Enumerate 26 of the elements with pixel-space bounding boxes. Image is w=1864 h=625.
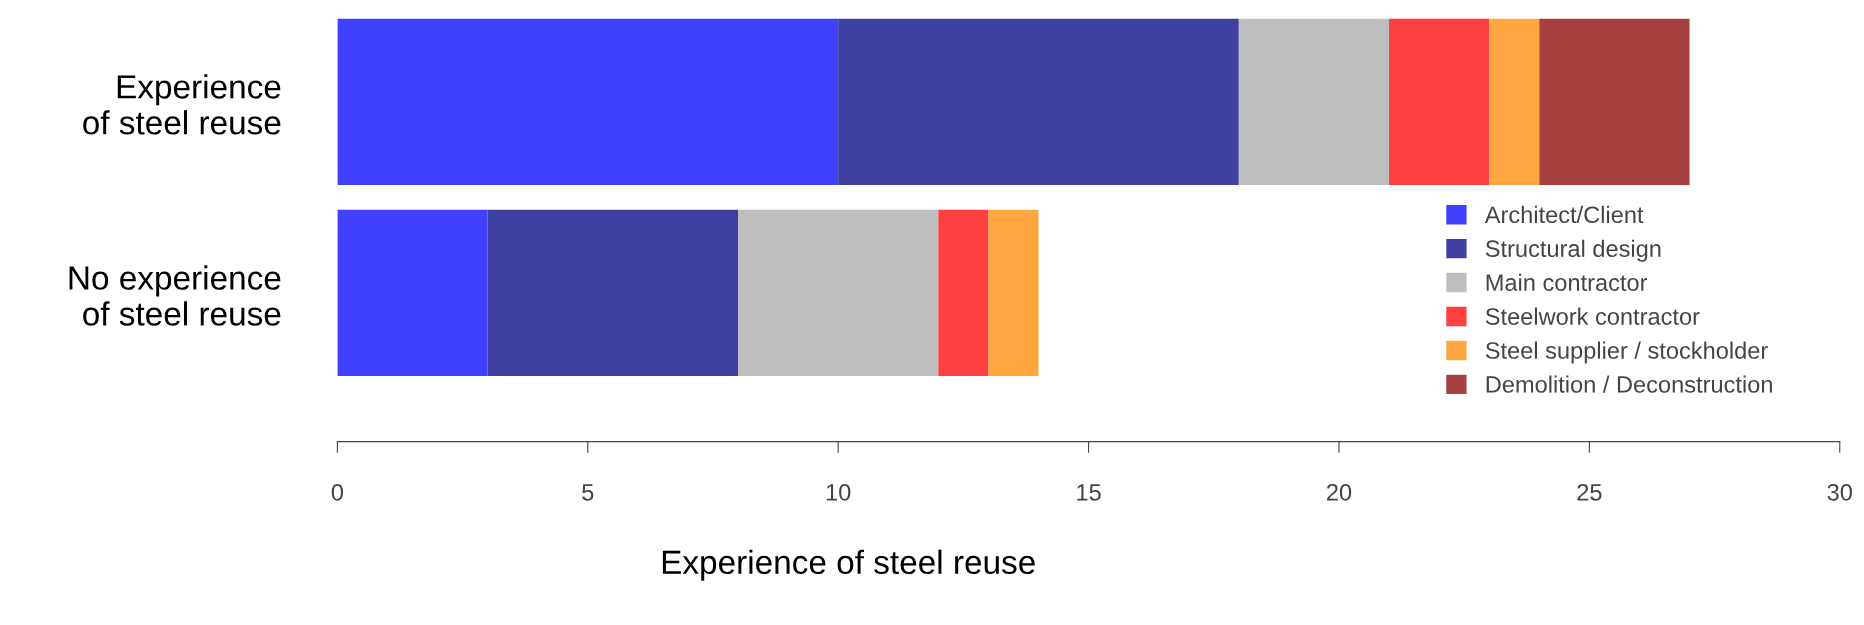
x-tick-label: 20 xyxy=(1327,483,1352,501)
legend-label: Steel supplier / stockholder xyxy=(1485,341,1768,364)
bar xyxy=(1539,18,1690,185)
x-tick-label: 0 xyxy=(331,483,344,501)
bar xyxy=(738,209,939,377)
bar xyxy=(1389,18,1490,185)
legend-label: Architect/Client xyxy=(1484,205,1644,224)
x-axis-title: Experience of steel reuse xyxy=(662,549,1035,581)
x-tick-label: 10 xyxy=(826,483,851,501)
legend-label: Main contractor xyxy=(1486,273,1648,291)
bar xyxy=(1238,18,1390,185)
legend-label: Structural design xyxy=(1485,239,1661,262)
bar xyxy=(838,18,1239,185)
x-tick-label: 25 xyxy=(1577,483,1602,501)
x-tick-label: 15 xyxy=(1077,484,1101,501)
y-tick-label: No experience of steel reuse xyxy=(69,265,281,326)
bar xyxy=(1489,18,1540,185)
bar xyxy=(988,209,1039,377)
legend-label: Steelwork contractor xyxy=(1485,307,1700,325)
bar xyxy=(938,209,989,377)
bar xyxy=(337,209,488,377)
x-tick-label: 5 xyxy=(582,484,594,501)
bar xyxy=(487,209,739,377)
x-tick-label: 30 xyxy=(1827,483,1852,501)
bar xyxy=(337,18,839,185)
legend-label: Demolition / Deconstruction xyxy=(1486,375,1772,393)
